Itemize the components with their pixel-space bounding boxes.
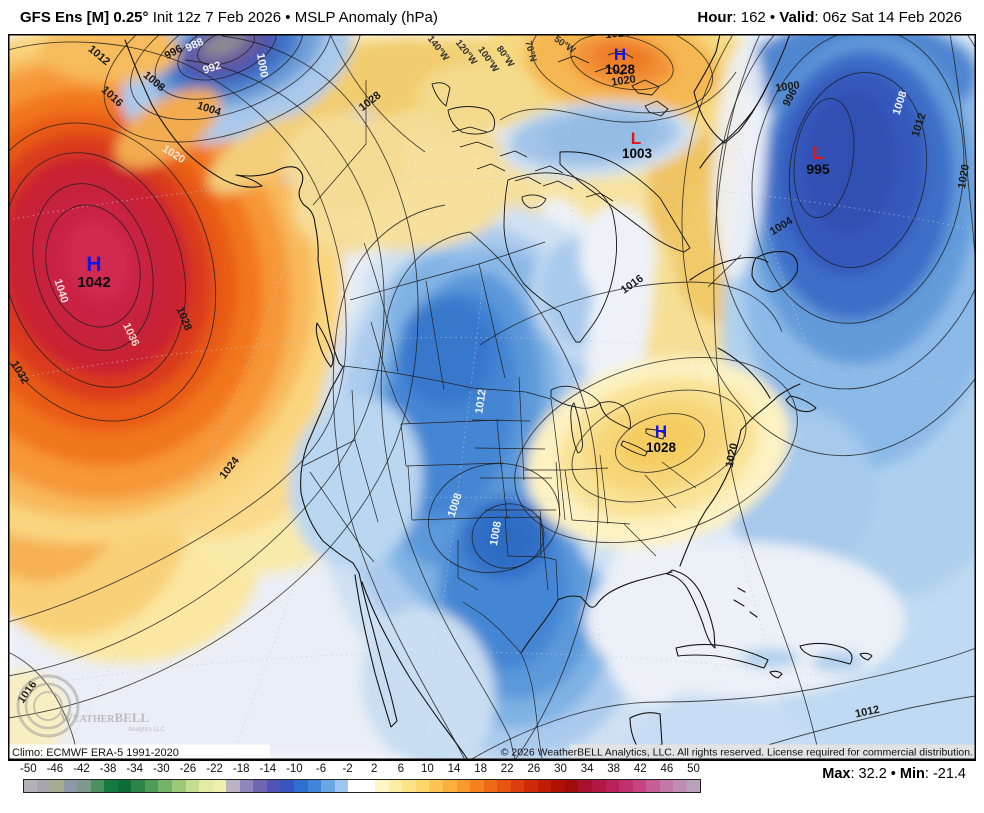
svg-text:H: H — [655, 422, 667, 441]
svg-text:1003: 1003 — [622, 146, 653, 161]
svg-text:1008: 1008 — [488, 520, 504, 546]
svg-text:1028: 1028 — [646, 440, 677, 455]
svg-text:1020: 1020 — [611, 73, 637, 88]
svg-text:WEATHERBELL: WEATHERBELL — [60, 710, 150, 725]
svg-text:1012: 1012 — [473, 389, 488, 415]
svg-text:L: L — [631, 129, 641, 148]
svg-text:1028: 1028 — [605, 62, 636, 77]
svg-text:L: L — [813, 143, 824, 163]
svg-text:1000: 1000 — [775, 79, 801, 94]
svg-text:1042: 1042 — [77, 274, 110, 291]
svg-text:H: H — [614, 45, 626, 64]
svg-text:1024: 1024 — [605, 27, 631, 41]
svg-text:1012: 1012 — [854, 704, 880, 721]
svg-text:1020: 1020 — [724, 442, 741, 468]
svg-text:© 2026 WeatherBELL Analytics,: © 2026 WeatherBELL Analytics, LLC. All r… — [501, 747, 973, 759]
svg-text:H: H — [86, 253, 101, 276]
svg-text:1000: 1000 — [254, 52, 270, 78]
svg-text:Climo: ECMWF ERA-5 1991-2020: Climo: ECMWF ERA-5 1991-2020 — [12, 747, 179, 759]
svg-text:992: 992 — [201, 60, 222, 77]
svg-text:Analytics LLC: Analytics LLC — [128, 727, 165, 733]
svg-text:70°N: 70°N — [522, 40, 538, 63]
svg-text:995: 995 — [806, 161, 830, 177]
svg-text:1020: 1020 — [956, 163, 972, 189]
